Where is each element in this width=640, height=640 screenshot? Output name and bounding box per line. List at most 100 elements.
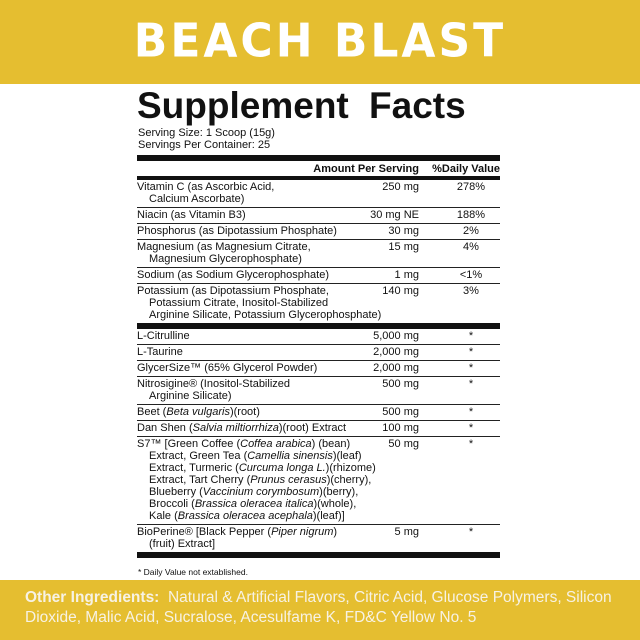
amount-per-serving: 30 mg NE <box>370 209 419 221</box>
ingredient-name-line: Arginine Silicate) <box>137 390 500 402</box>
daily-value: 2% <box>463 225 479 237</box>
table-row: Niacin (as Vitamin B3) 30 mg NE 188% <box>137 208 500 224</box>
daily-value: * <box>468 330 474 342</box>
ingredient-name-line: Calcium Ascorbate) <box>137 193 500 205</box>
ingredient-text: L-Taurine <box>137 346 183 358</box>
serving-info: Serving Size: 1 Scoop (15g) Servings Per… <box>138 127 275 151</box>
other-ingredients-label: Other Ingredients: <box>25 589 160 606</box>
table-row: Nitrosigine® (Inositol-Stabilized Arginin… <box>137 377 500 405</box>
daily-value: <1% <box>459 269 483 281</box>
divider-thick <box>137 323 500 329</box>
ingredient-name-line: Magnesium (as Magnesium Citrate, <box>137 241 500 253</box>
table-row: L-Citrulline 5,000 mg * <box>137 329 500 345</box>
ingredient-name-line: Broccoli (Brassica oleracea italica)(who… <box>137 498 500 510</box>
ingredient-text: )(whole), <box>313 498 357 510</box>
ingredient-name-line: GlycerSize™ (65% Glycerol Powder) <box>137 362 500 374</box>
ingredient-name-line: Extract, Tart Cherry (Prunus cerasus)(ch… <box>137 474 500 486</box>
ingredient-name-line: Arginine Silicate, Potassium Glycerophos… <box>137 309 500 321</box>
amount-per-serving: 5,000 mg <box>373 330 419 342</box>
ingredient-text: S7™ [Green Coffee ( <box>137 438 241 450</box>
table-row: GlycerSize™ (65% Glycerol Powder) 2,000 m… <box>137 361 500 377</box>
ingredient-text: Potassium (as Dipotassium Phosphate, <box>137 285 329 297</box>
ingredient-text: L-Citrulline <box>137 330 190 342</box>
ingredient-name-line: Nitrosigine® (Inositol-Stabilized <box>137 378 500 390</box>
footnote: * Daily Value not extablished. <box>138 567 248 577</box>
ingredient-text: Phosphorus (as Dipotassium Phosphate) <box>137 225 337 237</box>
ingredient-text: Niacin (as Vitamin B3) <box>137 209 246 221</box>
ingredient-text: (fruit) Extract] <box>149 538 216 550</box>
ingredient-text: )(rhizome) <box>325 462 376 474</box>
ingredient-text: Dan Shen ( <box>137 422 193 434</box>
ingredient-text: Magnesium Glycerophosphate) <box>149 253 302 265</box>
ingredient-text: Magnesium (as Magnesium Citrate, <box>137 241 311 253</box>
ingredient-name-line: BioPerine® [Black Pepper (Piper nigrum) <box>137 526 500 538</box>
header-band <box>0 0 640 84</box>
ingredient-name-line: Blueberry (Vaccinium corymbosum)(berry), <box>137 486 500 498</box>
daily-value: * <box>468 406 474 418</box>
amount-per-serving: 1 mg <box>394 269 419 281</box>
amount-per-serving: 2,000 mg <box>373 362 419 374</box>
botanical-name: Salvia miltiorrhiza <box>192 422 279 434</box>
table-row: Potassium (as Dipotassium Phosphate, Pota… <box>137 284 500 323</box>
ingredient-text: )(cherry), <box>326 474 372 486</box>
ingredient-text: Kale ( <box>149 510 178 522</box>
table-row: Vitamin C (as Ascorbic Acid, Calcium Asco… <box>137 180 500 208</box>
servings-per-container: Servings Per Container: 25 <box>138 138 271 151</box>
table-row: S7™ [Green Coffee (Coffea arabica) (bean… <box>137 437 500 525</box>
ingredient-name-line: Extract, Turmeric (Curcuma longa L.)(rhi… <box>137 462 500 474</box>
divider-thick <box>137 176 500 180</box>
ingredient-text: ) (bean) <box>311 438 351 450</box>
ingredient-name-line: S7™ [Green Coffee (Coffea arabica) (bean… <box>137 438 500 450</box>
ingredient-name-line: Magnesium Glycerophosphate) <box>137 253 500 265</box>
botanical-name: Coffea arabica <box>240 438 312 450</box>
ingredient-text: Sodium (as Sodium Glycerophosphate) <box>137 269 329 281</box>
ingredient-text: Beet ( <box>137 406 167 418</box>
daily-value: * <box>468 438 474 450</box>
daily-value: 3% <box>463 285 479 297</box>
ingredient-text: )(berry), <box>319 486 359 498</box>
daily-value: * <box>468 346 474 358</box>
ingredient-text: Extract, Green Tea ( <box>149 450 248 462</box>
ingredient-text: BioPerine® [Black Pepper ( <box>137 526 272 538</box>
table-row: Phosphorus (as Dipotassium Phosphate) 30 … <box>137 224 500 240</box>
table-row: Magnesium (as Magnesium Citrate, Magnesiu… <box>137 240 500 268</box>
ingredient-text: Broccoli ( <box>149 498 195 510</box>
ingredient-text: )(leaf)] <box>312 510 345 522</box>
botanical-name: Vaccinium corymbosum <box>202 486 320 498</box>
ingredient-text: Potassium Citrate, Inositol-Stabilized <box>149 297 329 309</box>
table-header: Amount Per Serving %Daily Value <box>137 161 500 176</box>
amount-per-serving: 250 mg <box>382 181 419 193</box>
ingredient-text: Arginine Silicate, Potassium Glycerophos… <box>149 309 382 321</box>
serving-size: Serving Size: 1 Scoop (15g) <box>138 127 275 139</box>
ingredient-text: )(root) Extract <box>278 422 347 434</box>
ingredient-name-line: Beet (Beta vulgaris)(root) <box>137 406 500 418</box>
ingredient-name-line: Extract, Green Tea (Camellia sinensis)(l… <box>137 450 500 462</box>
daily-value: * <box>468 362 474 374</box>
ingredient-text: GlycerSize™ (65% Glycerol Powder) <box>137 362 318 374</box>
botanical-name: Camellia sinensis <box>247 450 333 462</box>
amount-per-serving: 50 mg <box>388 438 419 450</box>
botanical-name: Piper nigrum <box>271 526 334 538</box>
ingredient-text: Extract, Turmeric ( <box>149 462 239 474</box>
divider-thick <box>137 552 500 558</box>
ingredient-name-line: L-Taurine <box>137 346 500 358</box>
divider-thick <box>137 155 500 161</box>
amount-header: Amount Per Serving <box>313 163 419 175</box>
ingredient-text: Blueberry ( <box>149 486 203 498</box>
ingredient-name-line: (fruit) Extract] <box>137 538 500 550</box>
botanical-name: Curcuma longa L. <box>238 462 326 474</box>
ingredient-text: Nitrosigine® (Inositol-Stabilized <box>137 378 291 390</box>
ingredient-text: Arginine Silicate) <box>149 390 232 402</box>
botanical-name: Brassica oleracea acephala <box>177 510 313 522</box>
ingredient-name-line: Phosphorus (as Dipotassium Phosphate) <box>137 225 500 237</box>
amount-per-serving: 140 mg <box>382 285 419 297</box>
amount-per-serving: 30 mg <box>388 225 419 237</box>
daily-value: * <box>468 422 474 434</box>
ingredient-name-line: Potassium (as Dipotassium Phosphate, <box>137 285 500 297</box>
ingredient-name-line: Potassium Citrate, Inositol-Stabilized <box>137 297 500 309</box>
vitamins-section: Vitamin C (as Ascorbic Acid, Calcium Asco… <box>137 180 500 323</box>
table-row: BioPerine® [Black Pepper (Piper nigrum)(… <box>137 525 500 552</box>
table-row: Beet (Beta vulgaris)(root) 500 mg * <box>137 405 500 421</box>
table-row: Sodium (as Sodium Glycerophosphate) 1 mg <… <box>137 268 500 284</box>
botanical-name: Beta vulgaris <box>166 406 230 418</box>
